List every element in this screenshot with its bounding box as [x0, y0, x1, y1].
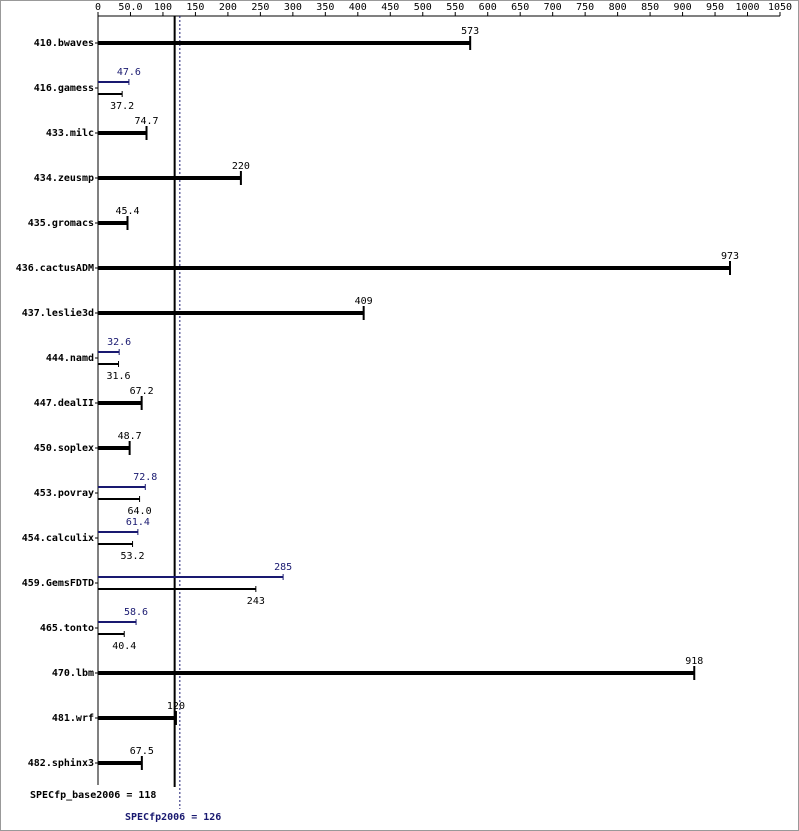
value-label: 220 [232, 161, 250, 172]
value-label: 64.0 [128, 506, 152, 517]
value-label: 409 [355, 296, 373, 307]
x-tick-label: 250 [251, 2, 269, 13]
value-label: 120 [167, 701, 185, 712]
x-tick-label: 50.0 [118, 2, 142, 13]
category-label: 435.gromacs [28, 218, 94, 229]
x-tick-label: 300 [284, 2, 302, 13]
value-label: 48.7 [118, 431, 142, 442]
x-tick-label: 750 [576, 2, 594, 13]
x-tick-label: 850 [641, 2, 659, 13]
x-tick-label: 700 [544, 2, 562, 13]
x-tick-label: 200 [219, 2, 237, 13]
value-label: 573 [461, 26, 479, 37]
peak-label: 47.6 [117, 67, 141, 78]
x-tick-label: 800 [609, 2, 627, 13]
peak-label: 72.8 [133, 472, 157, 483]
x-tick-label: 1000 [735, 2, 759, 13]
x-tick-label: 600 [479, 2, 497, 13]
value-label: 67.5 [130, 746, 154, 757]
peak-label: 61.4 [126, 517, 150, 528]
category-label: 465.tonto [40, 623, 94, 634]
category-label: 433.milc [46, 127, 94, 139]
x-tick-label: 950 [706, 2, 724, 13]
reference-label: SPECfp2006 = 126 [125, 812, 221, 823]
category-label: 416.gamess [34, 83, 94, 94]
value-label: 243 [247, 596, 265, 607]
peak-label: 32.6 [107, 337, 131, 348]
x-tick-label: 550 [446, 2, 464, 13]
x-tick-label: 500 [414, 2, 432, 13]
x-tick-label: 350 [316, 2, 334, 13]
category-label: 459.GemsFDTD [22, 578, 94, 589]
value-label: 37.2 [110, 101, 134, 112]
value-label: 53.2 [121, 551, 145, 562]
x-tick-label: 900 [674, 2, 692, 13]
value-label: 40.4 [112, 641, 136, 652]
peak-label: 58.6 [124, 607, 148, 618]
value-label: 31.6 [106, 371, 130, 382]
value-label: 74.7 [134, 116, 158, 127]
category-label: 482.sphinx3 [28, 757, 94, 769]
category-label: 454.calculix [22, 532, 94, 544]
x-tick-label: 1050 [768, 2, 792, 13]
x-tick-label: 450 [381, 2, 399, 13]
category-label: 434.zeusmp [34, 173, 94, 184]
value-label: 973 [721, 251, 739, 262]
category-label: 410.bwaves [34, 38, 94, 49]
category-label: 444.namd [46, 353, 94, 364]
x-tick-label: 650 [511, 2, 529, 13]
category-label: 447.dealII [34, 398, 94, 409]
value-label: 67.2 [130, 386, 154, 397]
reference-label: SPECfp_base2006 = 118 [30, 790, 156, 801]
value-label: 45.4 [115, 206, 139, 217]
category-label: 450.soplex [34, 443, 94, 454]
x-tick-label: 100 [154, 2, 172, 13]
peak-label: 285 [274, 562, 292, 573]
category-label: 481.wrf [52, 713, 94, 724]
x-tick-label: 400 [349, 2, 367, 13]
value-label: 918 [685, 656, 703, 667]
x-tick-label: 150 [186, 2, 204, 13]
category-label: 470.lbm [52, 668, 94, 679]
category-label: 436.cactusADM [16, 263, 94, 274]
category-label: 453.povray [34, 488, 94, 499]
category-label: 437.leslie3d [22, 307, 94, 319]
x-tick-label: 0 [95, 2, 101, 13]
